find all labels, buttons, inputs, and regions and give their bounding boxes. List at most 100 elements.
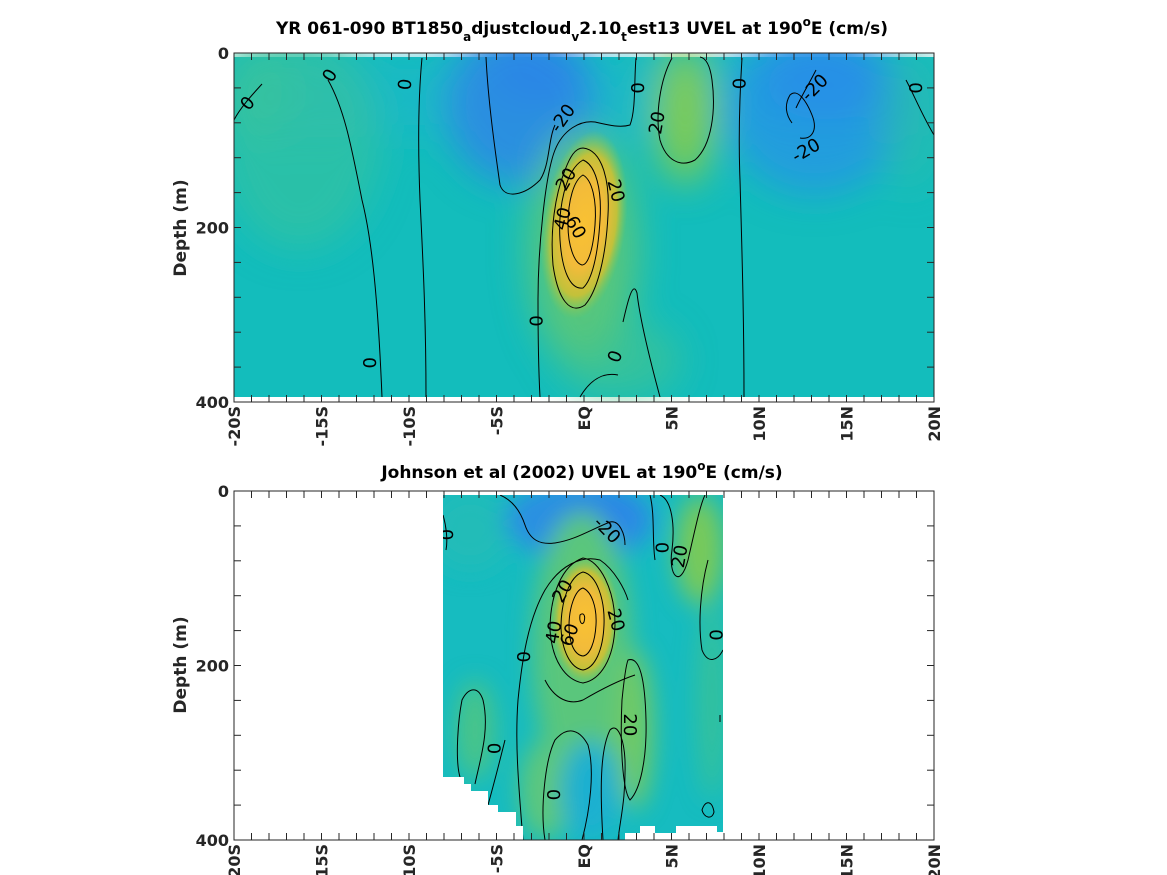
contour-label: 0 [707, 629, 728, 640]
x-tick-label: 5N [663, 406, 682, 431]
contour-line [600, 727, 626, 840]
contour-line [516, 558, 629, 840]
contour-label: 0 [360, 357, 381, 368]
y-tick-label: 200 [196, 219, 229, 238]
shade-obs-deep-center [520, 740, 570, 840]
x-tick-label: 10N [750, 406, 769, 442]
shade-obs-nec-green [675, 495, 723, 605]
x-tick-label: 20N [925, 406, 944, 442]
contour-line [542, 730, 592, 840]
shade-far-north [880, 53, 934, 190]
contour-label: 0 [437, 529, 458, 540]
y-tick-label: 0 [218, 44, 229, 63]
contour-label: 0 [514, 651, 535, 662]
contour-line [657, 56, 714, 164]
contour-line [795, 69, 817, 109]
contour-line [537, 57, 637, 398]
contour-line [738, 57, 745, 398]
contour-label: 0 [484, 743, 505, 754]
y-tick-label: 400 [196, 831, 229, 850]
x-tick-label: -10S [400, 844, 419, 875]
contour-label: 0 [395, 78, 417, 91]
shade-obs-east-green [697, 600, 723, 800]
contour-line [551, 147, 609, 309]
contour-line [456, 689, 486, 785]
shade-sec-blue-core [490, 53, 590, 102]
x-tick-label: 10N [750, 844, 769, 875]
contour-line [649, 495, 656, 561]
obs-ylabel: Depth (m) [171, 616, 191, 713]
contour-line [567, 174, 596, 266]
y-tick-label: 400 [196, 393, 229, 412]
contour-label: 20 [668, 543, 693, 569]
contour-line [418, 57, 427, 398]
contour-label: 0 [628, 82, 649, 93]
x-tick-label: -10S [400, 406, 419, 446]
x-tick-label: EQ [575, 406, 594, 431]
contour-line [568, 587, 597, 657]
contour-line [234, 83, 263, 121]
contour-label: 0 [652, 542, 673, 553]
contour-line [327, 79, 383, 398]
model-tick-marks [233, 52, 935, 403]
shade-obs-west-surface [443, 495, 510, 570]
x-tick-label: -15S [313, 844, 332, 875]
model-panel: YR 061-090 BT1850adjustcloudv2.10test13 … [171, 15, 944, 446]
x-tick-label: 20N [925, 844, 944, 875]
contour-line [579, 373, 619, 398]
model-title: YR 061-090 BT1850adjustcloudv2.10test13 … [275, 15, 888, 44]
shade-obs-euc-core [550, 555, 620, 685]
contour-label: 0 [544, 789, 565, 800]
shade-obs-deep-blue [560, 740, 620, 840]
contour-line [485, 56, 556, 195]
contour-line [620, 659, 647, 801]
contour-line [559, 159, 601, 289]
contour-line [499, 495, 626, 546]
contour-line [443, 514, 448, 551]
shade-nec-green [655, 53, 715, 185]
contour-line [487, 739, 506, 806]
contour-label: 20 [619, 713, 640, 736]
x-tick-label: -20S [225, 844, 244, 875]
y-tick-label: 0 [218, 482, 229, 501]
y-tick-label: 200 [196, 657, 229, 676]
x-tick-label: -5S [488, 406, 507, 435]
obs-panel: Johnson et al (2002) UVEL at 190oE (cm/s… [171, 459, 944, 875]
x-tick-label: 5N [663, 844, 682, 869]
x-tick-label: EQ [575, 844, 594, 869]
x-tick-label: 15N [838, 406, 857, 442]
contour-line [549, 557, 616, 684]
shade-north-blue-core [765, 53, 885, 120]
x-tick-label: -20S [225, 406, 244, 446]
shade-west-surface [234, 53, 295, 140]
contour-line [622, 288, 661, 398]
x-tick-label: 15N [838, 844, 857, 875]
contour-line [579, 613, 586, 625]
contour-label: 40 [542, 619, 567, 645]
contour-line [544, 674, 636, 703]
contour-line [659, 495, 706, 577]
contour-label: 0 [729, 78, 750, 89]
contour-label: 20 [645, 110, 670, 136]
contour-line [905, 79, 934, 136]
shade-deep-green [560, 320, 680, 400]
contour-label: 0 [906, 82, 927, 93]
contour-line [701, 802, 715, 818]
shade-obs-deep-west [455, 680, 495, 780]
x-tick-label: -15S [313, 406, 332, 446]
model-ylabel: Depth (m) [171, 179, 191, 276]
contour-line [560, 571, 605, 671]
contour-line [699, 559, 723, 660]
obs-contours [443, 495, 723, 840]
model-contours [234, 56, 934, 398]
obs-title: Johnson et al (2002) UVEL at 190oE (cm/s… [380, 459, 782, 483]
contour-label: 0 [526, 315, 547, 326]
obs-tick-marks [233, 490, 935, 841]
